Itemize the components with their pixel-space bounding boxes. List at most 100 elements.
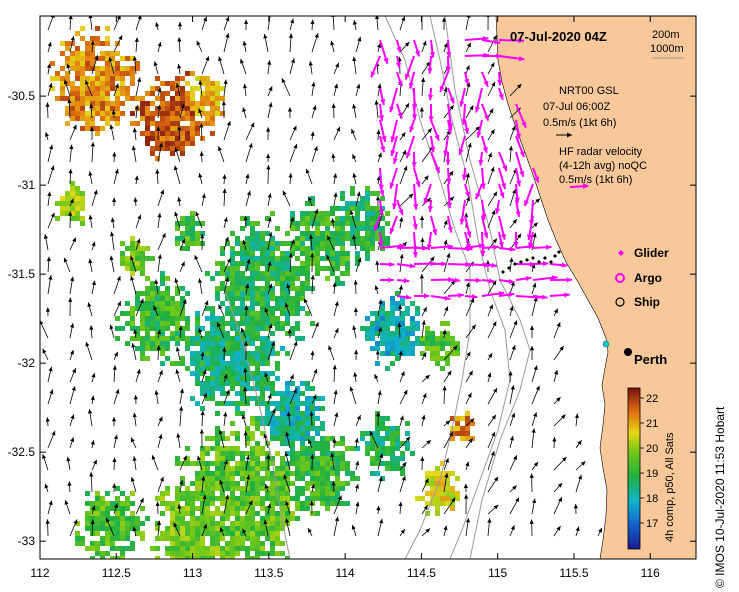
- sst-pixel: [120, 86, 125, 91]
- sst-pixel: [80, 76, 85, 81]
- sst-pixel: [130, 111, 135, 116]
- sst-pixel: [90, 56, 95, 61]
- arrow-head: [461, 174, 468, 181]
- sst-pixel: [295, 476, 300, 481]
- radar-velocity-arrow: [481, 244, 499, 250]
- sst-pixel: [280, 251, 285, 256]
- sst-pixel: [215, 81, 220, 86]
- sst-pixel: [105, 491, 110, 496]
- sst-pixel: [270, 266, 275, 271]
- sst-pixel: [235, 321, 240, 326]
- model-current-arrow: [223, 494, 230, 515]
- arrow-head: [377, 327, 382, 332]
- sst-pixel: [330, 451, 335, 456]
- arrow-head: [267, 217, 272, 222]
- sst-pixel: [65, 201, 70, 206]
- sst-pixel: [180, 301, 185, 306]
- model-current-arrow: [157, 433, 163, 449]
- sst-pixel: [305, 456, 310, 461]
- sst-pixel: [355, 221, 360, 226]
- arrow-head: [91, 505, 96, 511]
- sst-pixel: [265, 361, 270, 366]
- arrow-head: [46, 63, 52, 69]
- sst-pixel: [400, 346, 405, 351]
- arrow-head: [518, 56, 525, 62]
- sst-pixel: [380, 436, 385, 441]
- arrow-head: [405, 103, 410, 108]
- sst-pixel: [245, 286, 250, 291]
- sst-pixel: [195, 536, 200, 541]
- sst-pixel: [335, 281, 340, 286]
- sst-pixel: [195, 361, 200, 366]
- arrow-head: [354, 438, 359, 443]
- sst-pixel: [295, 241, 300, 246]
- sst-pixel: [180, 116, 185, 121]
- radar-velocity-arrow: [481, 71, 489, 88]
- sst-pixel: [335, 256, 340, 261]
- sst-pixel: [265, 321, 270, 326]
- model-current-arrow: [442, 385, 447, 405]
- sst-pixel: [215, 106, 220, 111]
- sst-pixel: [250, 301, 255, 306]
- sst-pixel: [80, 541, 85, 546]
- arrow-head: [91, 373, 96, 378]
- sst-pixel: [160, 496, 165, 501]
- sst-pixel: [280, 411, 285, 416]
- sst-pixel: [170, 106, 175, 111]
- sst-pixel: [170, 301, 175, 306]
- sst-pixel: [240, 301, 245, 306]
- sst-pixel: [240, 516, 245, 521]
- arrow-head: [331, 103, 336, 108]
- arrow-head: [139, 298, 144, 304]
- sst-pixel: [200, 231, 205, 236]
- sst-pixel: [290, 516, 295, 521]
- sst-pixel: [185, 456, 190, 461]
- sst-pixel: [300, 501, 305, 506]
- sst-pixel: [145, 291, 150, 296]
- arrow-head: [405, 294, 412, 300]
- sst-pixel: [110, 116, 115, 121]
- sst-pixel: [185, 321, 190, 326]
- sst-pixel: [245, 401, 250, 406]
- sst-pixel: [230, 301, 235, 306]
- sst-pixel: [200, 76, 205, 81]
- sst-pixel: [125, 526, 130, 531]
- sst-pixel: [320, 441, 325, 446]
- model-current-arrow: [375, 350, 380, 361]
- model-current-arrow: [333, 192, 338, 207]
- sst-pixel: [245, 261, 250, 266]
- sst-pixel: [270, 306, 275, 311]
- model-current-arrow: [531, 282, 537, 295]
- arrow-shaft: [332, 16, 335, 31]
- model-current-arrow: [377, 518, 384, 537]
- sst-pixel: [220, 86, 225, 91]
- model-current-arrow: [351, 128, 357, 141]
- sst-pixel: [180, 101, 185, 106]
- model-current-arrow: [243, 431, 248, 449]
- sst-pixel: [130, 526, 135, 531]
- sst-pixel: [335, 451, 340, 456]
- sst-pixel: [240, 401, 245, 406]
- arrow-head: [451, 497, 456, 503]
- model-current-arrow: [111, 416, 117, 427]
- model-current-arrow: [200, 410, 205, 427]
- sst-pixel: [110, 86, 115, 91]
- model-current-arrow: [177, 504, 182, 515]
- radar-velocity-arrow: [389, 215, 398, 235]
- sst-pixel: [355, 251, 360, 256]
- sst-pixel: [140, 326, 145, 331]
- sst-pixel: [290, 426, 295, 431]
- sst-pixel: [285, 556, 290, 559]
- arrow-head: [422, 352, 427, 358]
- sst-pixel: [365, 326, 370, 331]
- sst-pixel: [380, 331, 385, 336]
- model-current-arrow: [573, 503, 578, 515]
- sst-pixel: [205, 516, 210, 521]
- radar-velocity-arrow: [413, 183, 419, 210]
- model-current-arrow: [508, 145, 514, 163]
- arrow-head: [459, 218, 465, 225]
- sst-pixel: [175, 491, 180, 496]
- radar-velocity-arrow: [446, 183, 453, 209]
- sst-pixel: [140, 291, 145, 296]
- sst-pixel: [405, 346, 410, 351]
